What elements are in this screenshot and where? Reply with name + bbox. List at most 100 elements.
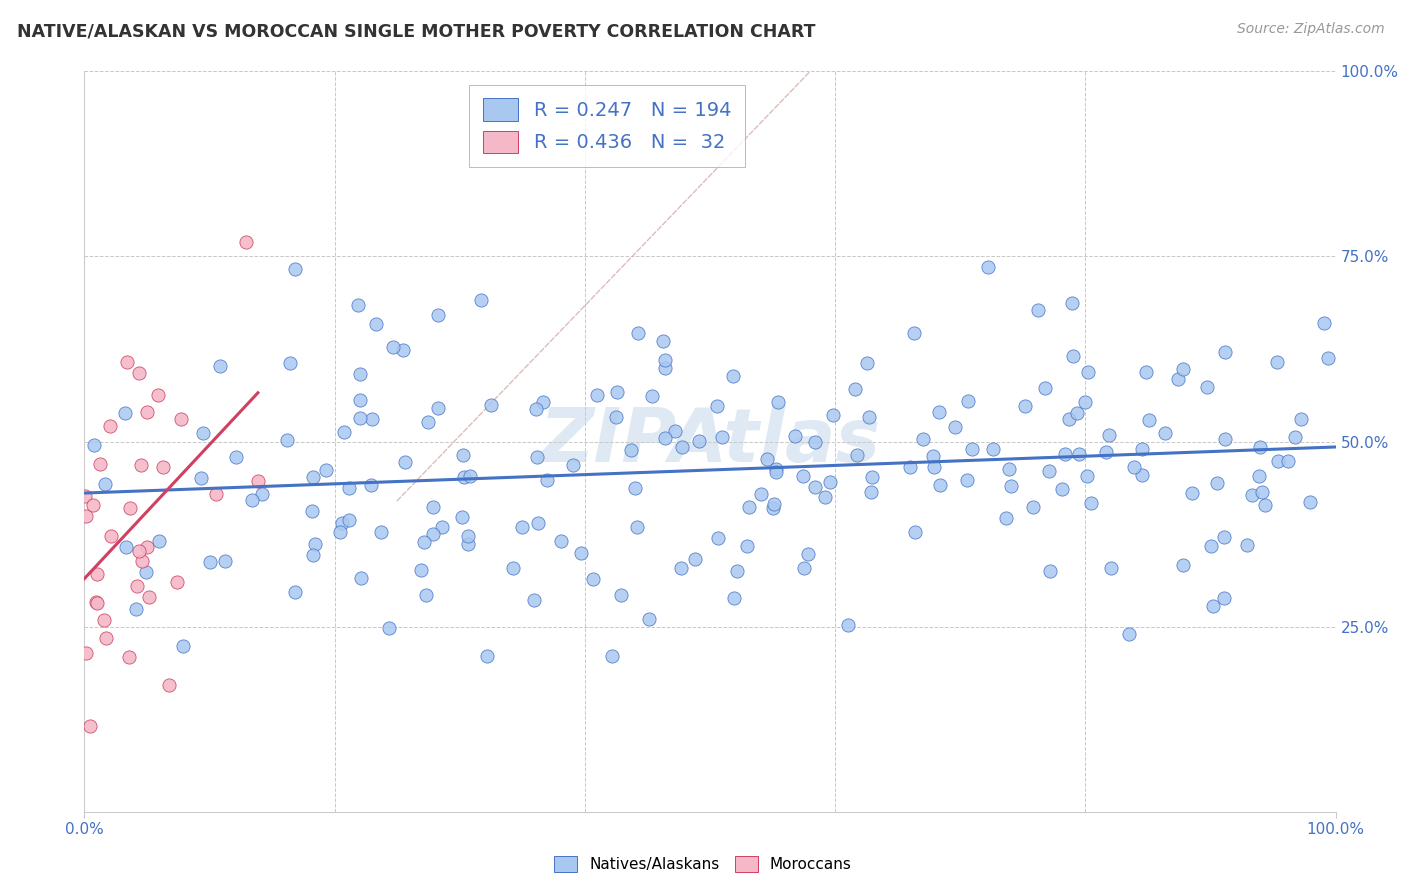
Point [1197,379,1219,393]
Point [749,487,772,501]
Point [124,602,146,616]
Point [129,458,152,472]
Point [627,326,650,341]
Text: ZIPAtlas: ZIPAtlas [540,405,880,478]
Point [710,430,733,444]
Point [453,469,475,483]
Point [470,293,492,307]
Point [793,561,815,575]
Point [1249,468,1271,483]
Point [1014,400,1036,414]
Point [284,261,307,276]
Point [96,631,118,645]
Point [315,462,337,476]
Point [1130,442,1153,456]
Point [86,567,108,582]
Point [1206,476,1229,491]
Point [797,547,820,561]
Point [1154,426,1177,441]
Point [845,448,868,462]
Point [278,356,301,370]
Point [664,425,686,439]
Point [1026,303,1049,318]
Text: Source: ZipAtlas.com: Source: ZipAtlas.com [1237,22,1385,37]
Point [415,588,437,602]
Point [1038,464,1060,478]
Point [1241,488,1264,502]
Point [475,648,498,663]
Point [956,394,979,409]
Point [911,432,934,446]
Point [1054,447,1077,461]
Point [1291,412,1313,426]
Point [785,428,807,442]
Point [73,489,96,503]
Point [1236,538,1258,552]
Point [929,478,952,492]
Point [93,613,115,627]
Point [725,564,748,578]
Point [457,537,479,551]
Point [707,531,730,545]
Point [479,398,502,412]
Point [1171,362,1194,376]
Legend: R = 0.247   N = 194, R = 0.436   N =  32: R = 0.247 N = 194, R = 0.436 N = 32 [470,85,745,167]
Point [302,548,325,562]
Point [858,410,880,425]
Point [1022,500,1045,514]
Point [337,513,360,527]
Point [1135,365,1157,379]
Point [735,539,758,553]
Point [654,432,676,446]
Point [738,500,761,514]
Point [409,564,432,578]
Point [166,575,188,590]
Point [131,553,153,567]
Point [855,356,877,370]
Point [1181,486,1204,500]
Point [526,450,548,464]
Point [763,497,786,511]
Point [451,509,474,524]
Point [1137,413,1160,427]
Point [652,334,675,348]
Point [1039,564,1062,578]
Point [683,552,706,566]
Point [1267,355,1289,369]
Point [818,475,841,489]
Point [860,470,883,484]
Point [671,440,693,454]
Point [457,529,479,543]
Point [94,476,117,491]
Point [416,415,439,429]
Point [586,388,609,402]
Point [246,474,269,488]
Point [1000,479,1022,493]
Point [115,354,138,368]
Point [98,418,121,433]
Point [381,340,404,354]
Point [422,500,444,514]
Point [422,526,444,541]
Point [1099,561,1122,575]
Point [360,478,382,492]
Point [1098,428,1121,442]
Point [146,388,169,402]
Point [1033,381,1056,395]
Point [671,560,693,574]
Point [1060,295,1083,310]
Point [114,540,136,554]
Point [600,648,623,663]
Point [550,533,572,548]
Point [120,500,142,515]
Point [960,442,983,456]
Point [582,572,605,586]
Point [928,405,950,419]
Point [654,353,676,368]
Point [1277,454,1299,468]
Point [997,462,1019,476]
Point [1057,412,1080,426]
Point [821,408,844,422]
Point [337,481,360,495]
Point [301,470,323,484]
